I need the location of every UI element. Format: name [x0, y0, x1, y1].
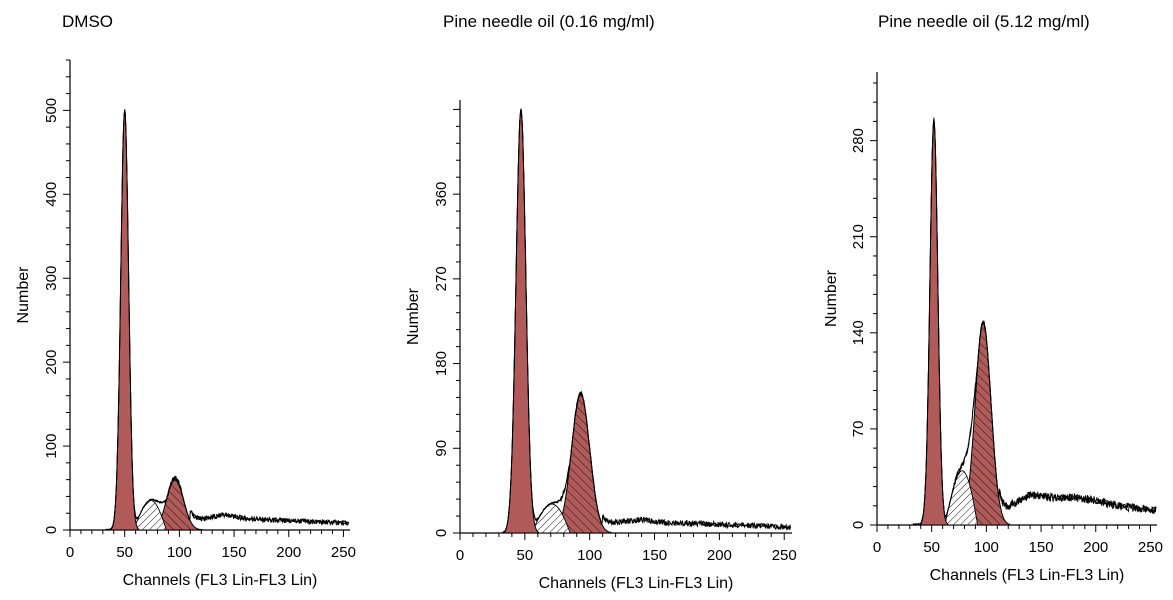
x-tick-label: 50 [116, 544, 133, 561]
histogram-trace [496, 108, 791, 534]
x-tick-label: 100 [167, 544, 192, 561]
panel-title-low-dose: Pine needle oil (0.16 mg/ml) [443, 12, 655, 31]
y-tick-label: 400 [43, 182, 60, 207]
x-tick-label: 0 [456, 547, 464, 564]
x-tick-label: 50 [923, 539, 940, 556]
x-tick-label: 100 [577, 547, 602, 564]
histogram-trace [907, 117, 1157, 526]
g0g1-peak [919, 118, 949, 526]
y-tick-label: 70 [850, 421, 867, 438]
x-tick-label: 50 [517, 547, 534, 564]
y-tick-label: 0 [433, 529, 450, 537]
x-tick-label: 100 [974, 539, 999, 556]
x-tick-label: 200 [1083, 539, 1108, 556]
x-tick-label: 250 [1138, 539, 1163, 556]
y-tick-label: 90 [433, 440, 450, 457]
x-tick-label: 250 [331, 544, 356, 561]
x-tick-label: 150 [1029, 539, 1054, 556]
panel-title-dmso: DMSO [62, 12, 113, 31]
g0g1-peak [502, 108, 540, 534]
x-tick-label: 150 [222, 544, 247, 561]
g0g1-peak [110, 110, 140, 531]
panel-0: 0 50 100 150 200 250 0 100 200 300 400 500 Channels … [15, 59, 356, 589]
histogram-trace [496, 108, 792, 534]
histogram-trace [100, 109, 349, 531]
y-tick-label: 0 [850, 521, 867, 529]
y-tick-label: 210 [850, 224, 867, 249]
x-axis-label: Channels (FL3 Lin-FL3 Lin) [123, 572, 318, 589]
y-axis-label: Number [405, 287, 422, 345]
y-tick-label: 0 [43, 526, 60, 534]
y-tick-label: 500 [43, 98, 60, 123]
x-tick-label: 0 [66, 544, 74, 561]
g2m-hatch [956, 321, 1010, 525]
y-tick-label: 280 [850, 128, 867, 153]
panel-title-high-dose: Pine needle oil (5.12 mg/ml) [878, 12, 1090, 31]
panel-1: 0 50 100 150 200 250 0 90 180 270 360 Channels (FL3… [405, 100, 797, 592]
x-tick-label: 150 [642, 547, 667, 564]
x-tick-label: 250 [772, 547, 797, 564]
y-tick-label: 270 [433, 266, 450, 291]
y-tick-label: 180 [433, 351, 450, 376]
x-tick-label: 200 [707, 547, 732, 564]
histogram-trace [907, 119, 1157, 526]
y-tick-label: 360 [433, 182, 450, 207]
g2m-hatch [549, 393, 612, 533]
y-axis-label: Number [823, 269, 840, 327]
g2m-hatch [147, 478, 203, 530]
panel-2: 0 50 100 150 200 250 0 70 140 210 280 Channels (FL3… [823, 72, 1163, 584]
x-tick-label: 0 [873, 539, 881, 556]
s-phase-region [132, 500, 167, 531]
y-tick-label: 100 [43, 434, 60, 459]
y-tick-label: 300 [43, 266, 60, 291]
x-axis-label: Channels (FL3 Lin-FL3 Lin) [930, 567, 1125, 584]
x-tick-label: 200 [276, 544, 301, 561]
y-tick-label: 140 [850, 320, 867, 345]
y-axis-label: Number [15, 266, 32, 324]
x-axis-label: Channels (FL3 Lin-FL3 Lin) [539, 575, 734, 592]
y-tick-label: 200 [43, 350, 60, 375]
histogram-trace [100, 110, 350, 531]
